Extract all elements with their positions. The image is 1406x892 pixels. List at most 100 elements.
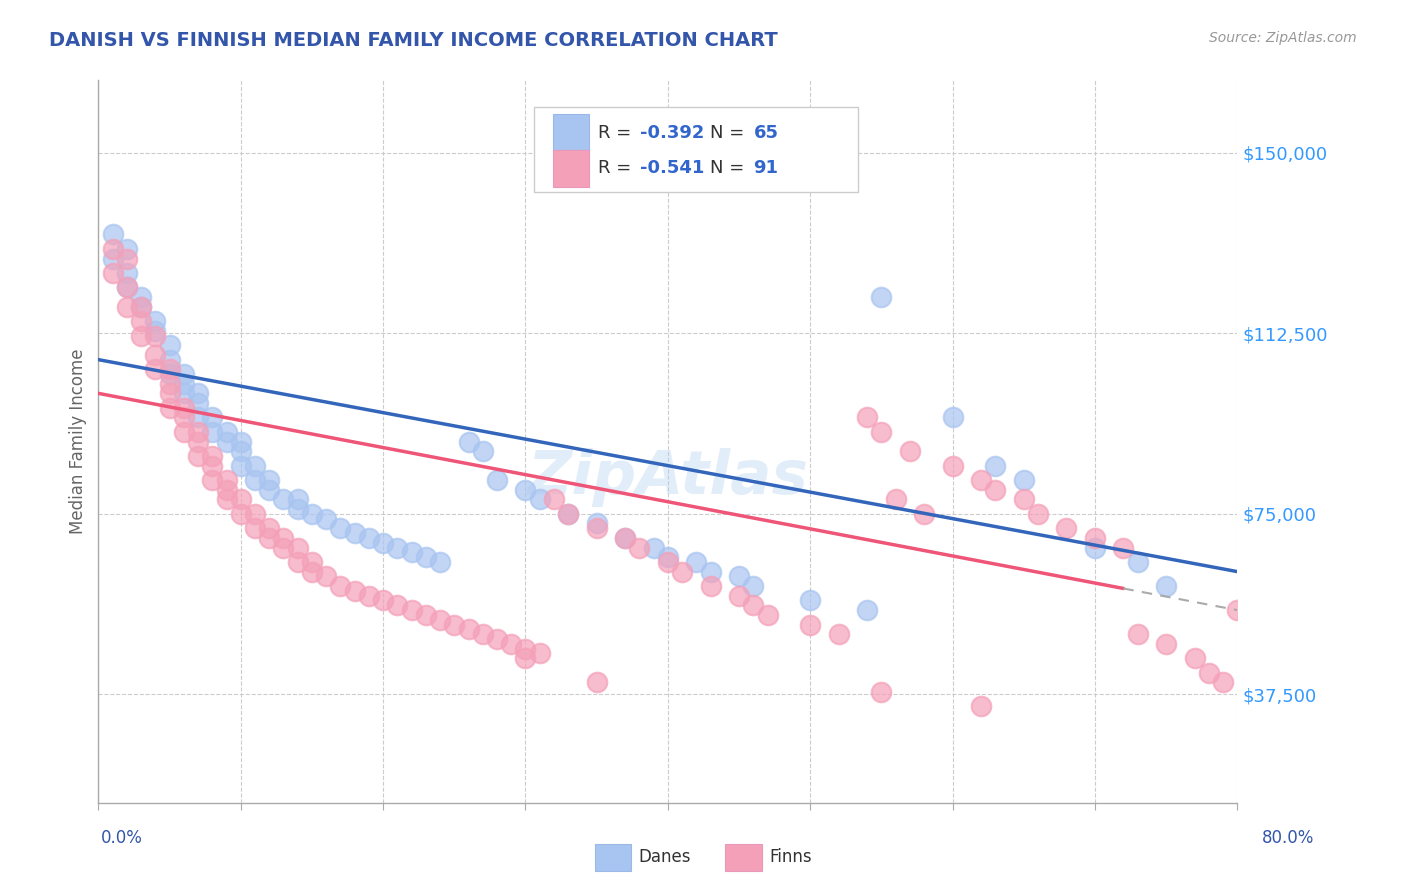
Point (259, 483, 281, 497)
Point (301, 565, 323, 579)
Point (243, 473, 266, 487)
Point (828, 627, 851, 641)
Point (145, 328, 167, 343)
Point (486, 473, 509, 487)
Point (229, 444, 252, 458)
Point (201, 425, 224, 439)
Text: Source: ZipAtlas.com: Source: ZipAtlas.com (1209, 31, 1357, 45)
Point (898, 444, 921, 458)
Point (287, 492, 309, 507)
Point (1084, 541, 1107, 555)
Point (373, 535, 395, 549)
Point (243, 458, 266, 473)
Point (756, 607, 779, 622)
Point (215, 492, 238, 507)
Point (1226, 603, 1249, 617)
Point (259, 531, 281, 545)
Point (529, 647, 551, 661)
Point (329, 521, 352, 535)
Point (201, 473, 224, 487)
Point (115, 300, 138, 314)
Point (1126, 555, 1149, 569)
Point (129, 290, 152, 304)
Point (515, 641, 537, 656)
Point (942, 458, 965, 473)
Point (984, 483, 1007, 497)
Point (187, 425, 209, 439)
Point (443, 617, 465, 632)
Point (856, 410, 879, 425)
Point (301, 507, 323, 521)
Text: ZipAtlas: ZipAtlas (527, 448, 808, 508)
Point (101, 227, 124, 242)
Point (1012, 473, 1035, 487)
Point (273, 541, 295, 555)
Point (728, 589, 751, 603)
Point (557, 507, 579, 521)
Text: R =: R = (598, 124, 637, 142)
Text: -0.541: -0.541 (640, 160, 704, 178)
Point (387, 599, 409, 613)
Y-axis label: Median Family Income: Median Family Income (69, 349, 87, 534)
Point (343, 583, 366, 598)
Point (273, 492, 295, 507)
Point (387, 541, 409, 555)
Point (173, 425, 195, 439)
Point (187, 396, 209, 410)
Point (243, 521, 266, 535)
Point (373, 593, 395, 607)
Point (173, 367, 195, 381)
Point (912, 507, 935, 521)
Text: Danes: Danes (638, 848, 690, 866)
Point (585, 521, 607, 535)
Point (429, 555, 451, 569)
Point (159, 362, 181, 376)
Point (585, 516, 607, 531)
Point (201, 449, 224, 463)
Point (515, 483, 537, 497)
Point (145, 314, 167, 328)
Point (984, 458, 1007, 473)
Point (287, 541, 309, 555)
Text: N =: N = (710, 124, 749, 142)
Point (243, 507, 266, 521)
Point (357, 589, 380, 603)
Point (742, 599, 765, 613)
Point (145, 362, 167, 376)
Point (115, 252, 138, 266)
Point (229, 507, 252, 521)
Point (129, 328, 152, 343)
Point (471, 444, 494, 458)
Point (515, 651, 537, 665)
Text: 91: 91 (754, 160, 779, 178)
Point (657, 555, 679, 569)
Point (287, 502, 309, 516)
Point (728, 569, 751, 583)
Point (159, 386, 181, 401)
Point (585, 675, 607, 690)
Text: 0.0%: 0.0% (101, 829, 143, 847)
Point (415, 607, 437, 622)
Point (101, 266, 124, 280)
Point (129, 314, 152, 328)
Point (201, 410, 224, 425)
Point (1012, 492, 1035, 507)
Point (699, 565, 721, 579)
Point (173, 401, 195, 415)
Point (671, 565, 693, 579)
Point (187, 410, 209, 425)
Point (315, 569, 337, 583)
Point (870, 290, 893, 304)
Point (457, 434, 479, 449)
Text: DANISH VS FINNISH MEDIAN FAMILY INCOME CORRELATION CHART: DANISH VS FINNISH MEDIAN FAMILY INCOME C… (49, 31, 778, 50)
Point (557, 507, 579, 521)
Point (415, 550, 437, 565)
Point (187, 386, 209, 401)
Point (1112, 541, 1135, 555)
Point (145, 324, 167, 338)
Point (699, 579, 721, 593)
Point (115, 280, 138, 294)
Point (115, 280, 138, 294)
Point (173, 410, 195, 425)
Point (1126, 627, 1149, 641)
